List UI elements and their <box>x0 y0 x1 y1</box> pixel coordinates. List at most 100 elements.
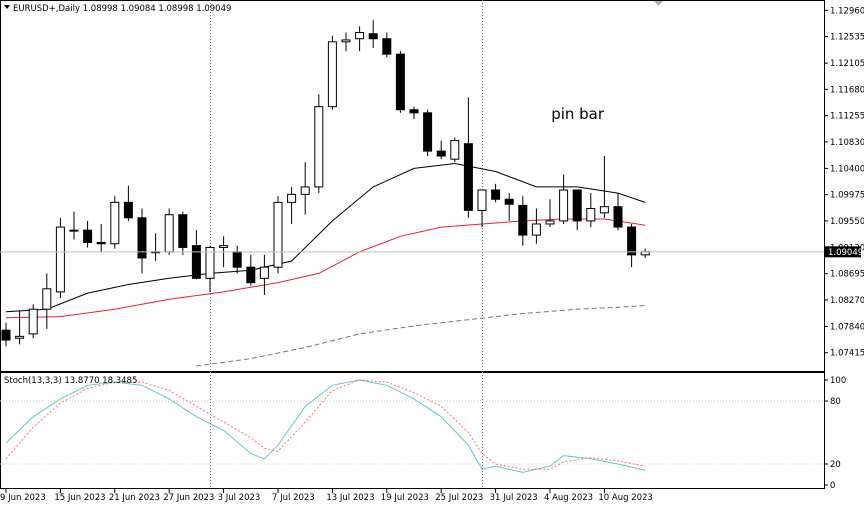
candle <box>164 208 174 255</box>
date-tick-label: 13 Jul 2023 <box>326 493 374 503</box>
candle-body <box>627 226 637 256</box>
candle <box>151 233 161 262</box>
price-tick-label: 1.08695 <box>830 270 864 280</box>
price-tick-label: 1.12105 <box>830 59 864 69</box>
candle <box>627 223 637 268</box>
price-tick-label: 1.12960 <box>830 6 864 16</box>
candle-body <box>450 140 460 160</box>
date-tick-label: 19 Jul 2023 <box>381 493 429 503</box>
candle <box>327 35 337 110</box>
candle-body <box>123 201 133 219</box>
candle-body <box>423 112 433 152</box>
candle <box>572 189 582 231</box>
candle <box>246 254 256 286</box>
candle-body <box>341 39 351 43</box>
candle-body <box>110 201 120 245</box>
price-tick-label: 1.08270 <box>830 296 864 306</box>
candle <box>300 162 310 215</box>
candle <box>96 223 106 252</box>
price-tick-label: 1.09550 <box>830 217 864 227</box>
candle-body <box>246 266 256 284</box>
price-axis-ticks: 1.12960 1.12535 1.12105 1.11680 1.11255 1.108… <box>824 6 864 359</box>
stoch-tick-label: 0 <box>830 481 835 491</box>
candle-body <box>1 329 11 341</box>
candle-body <box>572 189 582 222</box>
candle <box>382 32 392 58</box>
price-panel-frame <box>0 0 825 372</box>
symbol-dropdown-icon[interactable] <box>4 5 10 9</box>
candle-body <box>613 206 623 228</box>
candle <box>314 94 324 194</box>
fast-moving-average <box>5 162 646 313</box>
fast-ma-line <box>5 162 646 313</box>
candle <box>423 109 433 157</box>
candle <box>491 183 501 203</box>
candle <box>123 185 133 221</box>
candle-body <box>327 41 337 108</box>
candle-body <box>191 245 201 279</box>
candle-body <box>545 220 555 225</box>
stoch-signal-line <box>5 379 646 470</box>
candle-body <box>137 217 147 259</box>
stoch-lines <box>5 379 646 473</box>
candle <box>531 208 541 244</box>
candle <box>395 51 405 113</box>
price-tick-label: 1.11255 <box>830 112 864 122</box>
candle <box>368 20 378 48</box>
stoch-main-line <box>5 379 646 473</box>
candle <box>599 156 609 218</box>
candle <box>259 254 269 295</box>
candle-body <box>42 288 52 310</box>
price-tick-label: 1.09975 <box>830 191 864 201</box>
current-price-tag <box>825 246 861 258</box>
date-tick-label: 4 Aug 2023 <box>544 493 593 503</box>
candle <box>55 217 65 299</box>
candle <box>178 211 188 255</box>
candle <box>640 248 650 258</box>
stoch-axis-ticks: 100 80 20 0 <box>824 376 846 491</box>
candle <box>341 32 351 52</box>
candle-body <box>259 266 269 279</box>
pin-bar-annotation: pin bar <box>551 105 605 123</box>
candle-body <box>599 206 609 214</box>
date-tick-label: 25 Jul 2023 <box>435 493 483 503</box>
date-tick-label: 9 Jun 2023 <box>0 493 46 503</box>
candle-body <box>436 150 446 157</box>
candle-body <box>491 189 501 200</box>
candle <box>436 140 446 160</box>
candle <box>28 304 38 339</box>
candle-body <box>96 242 106 245</box>
candle <box>1 322 11 347</box>
date-tick-label: 7 Jul 2023 <box>272 493 315 503</box>
slow-ma-line <box>196 305 646 367</box>
candle <box>42 273 52 329</box>
candle-body <box>355 32 365 40</box>
price-tick-label: 1.07415 <box>830 349 864 359</box>
candle <box>110 196 120 249</box>
candle-body <box>287 193 297 203</box>
candle <box>409 106 419 120</box>
candle <box>191 230 201 280</box>
candle-body <box>409 109 419 114</box>
date-axis-ticks: 9 Jun 2023 15 Jun 2023 21 Jun 2023 27 Jun 2… <box>0 489 653 503</box>
date-tick-label: 21 Jun 2023 <box>109 493 160 503</box>
price-tick-label: 1.10830 <box>830 138 864 148</box>
scroll-marker-icon[interactable] <box>654 1 663 6</box>
current-price-label: 1.09049 <box>828 248 863 258</box>
candle-body <box>232 251 242 268</box>
candle <box>545 199 555 228</box>
candle <box>273 196 283 274</box>
candle-body <box>586 208 596 222</box>
candle <box>355 26 365 52</box>
stoch-header: Stoch(13,3,3) 13.8770 18.3485 <box>4 376 137 386</box>
candle <box>450 137 460 163</box>
candle <box>518 196 528 246</box>
candle-body <box>395 53 405 111</box>
candle-body <box>314 106 324 188</box>
candle <box>15 310 25 345</box>
candle <box>287 186 297 224</box>
candle <box>586 193 596 228</box>
candle-body <box>205 246 215 279</box>
candle-body <box>518 204 528 236</box>
